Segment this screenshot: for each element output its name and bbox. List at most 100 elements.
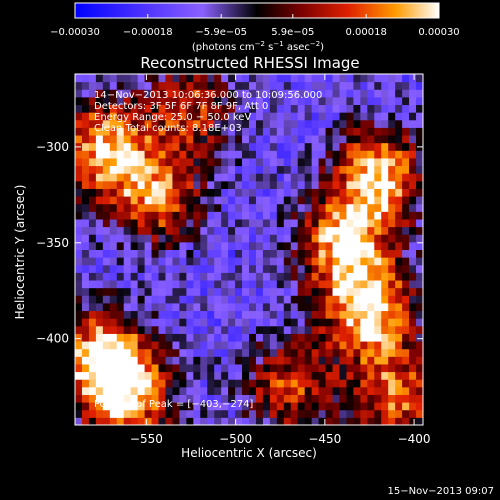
- heatmap-cell: [130, 142, 139, 151]
- heatmap-cell: [242, 74, 250, 83]
- heatmap-cell: [297, 226, 306, 235]
- heatmap-cell: [221, 112, 229, 121]
- heatmap-cell: [221, 363, 229, 373]
- heatmap-cell: [179, 81, 187, 90]
- heatmap-cell: [95, 135, 104, 144]
- heatmap-cell: [75, 74, 83, 83]
- heatmap-cell: [395, 287, 403, 296]
- heatmap-cell: [353, 394, 361, 403]
- heatmap-cell: [325, 318, 334, 327]
- heatmap-cell: [367, 180, 375, 189]
- heatmap-cell: [214, 127, 222, 136]
- heatmap-cell: [130, 104, 139, 113]
- heatmap-cell: [304, 96, 313, 106]
- heatmap-cell: [151, 96, 160, 106]
- heatmap-cell: [311, 417, 320, 425]
- heatmap-cell: [339, 203, 347, 212]
- heatmap-cell: [207, 310, 215, 319]
- heatmap-cell: [360, 249, 368, 258]
- heatmap-cell: [346, 371, 354, 380]
- heatmap-cell: [193, 386, 201, 395]
- heatmap-cell: [374, 402, 382, 411]
- heatmap-cell: [339, 127, 347, 136]
- heatmap-cell: [360, 173, 368, 182]
- heatmap-cell: [381, 348, 389, 357]
- heatmap-cell: [179, 348, 187, 357]
- heatmap-cell: [151, 371, 160, 380]
- heatmap-cell: [402, 234, 410, 243]
- heatmap-cell: [186, 280, 194, 289]
- heatmap-cell: [123, 218, 132, 228]
- heatmap-cell: [179, 341, 187, 350]
- heatmap-cell: [116, 341, 125, 350]
- heatmap-cell: [95, 318, 104, 327]
- heatmap-cell: [172, 89, 180, 98]
- heatmap-cell: [228, 341, 236, 350]
- heatmap-cell: [416, 333, 423, 342]
- heatmap-cell: [158, 142, 166, 151]
- heatmap-cell: [311, 157, 320, 167]
- heatmap-cell: [297, 257, 306, 266]
- heatmap-cell: [214, 341, 222, 350]
- heatmap-cell: [402, 211, 410, 220]
- heatmap-cell: [249, 203, 257, 212]
- heatmap-cell: [346, 173, 354, 182]
- heatmap-cell: [360, 127, 368, 136]
- heatmap-cell: [269, 234, 278, 243]
- heatmap-cell: [235, 157, 243, 167]
- heatmap-cell: [276, 218, 285, 228]
- heatmap-cell: [165, 310, 173, 319]
- heatmap-cell: [151, 310, 160, 319]
- heatmap-cell: [276, 348, 285, 357]
- heatmap-cell: [75, 272, 83, 281]
- heatmap-cell: [172, 104, 180, 113]
- heatmap-cell: [81, 341, 90, 350]
- heatmap-cell: [409, 363, 417, 373]
- heatmap-cell: [409, 241, 417, 250]
- heatmap-cell: [102, 394, 111, 403]
- heatmap-cell: [269, 386, 278, 395]
- heatmap-cell: [311, 226, 320, 235]
- heatmap-cell: [81, 188, 90, 197]
- heatmap-cell: [165, 356, 173, 365]
- heatmap-cell: [75, 295, 83, 304]
- heatmap-cell: [172, 310, 180, 319]
- heatmap-cell: [130, 371, 139, 380]
- heatmap-cell: [276, 74, 285, 83]
- heatmap-cell: [388, 142, 396, 151]
- heatmap-cell: [255, 218, 264, 228]
- heatmap-cell: [88, 173, 97, 182]
- heatmap-cell: [172, 402, 180, 411]
- heatmap-cell: [123, 280, 132, 289]
- heatmap-cell: [367, 264, 375, 273]
- heatmap-cell: [130, 386, 139, 395]
- heatmap-cell: [207, 157, 215, 167]
- heatmap-cell: [75, 333, 83, 342]
- heatmap-cell: [193, 165, 201, 174]
- heatmap-cell: [81, 402, 90, 411]
- heatmap-cell: [318, 356, 327, 365]
- heatmap-cell: [102, 272, 111, 281]
- heatmap-cell: [255, 234, 264, 243]
- heatmap-cell: [353, 363, 361, 373]
- heatmap-cell: [116, 363, 125, 373]
- heatmap-cell: [151, 295, 160, 304]
- heatmap-cell: [200, 287, 208, 296]
- heatmap-image: [75, 74, 423, 425]
- heatmap-cell: [75, 287, 83, 296]
- heatmap-cell: [283, 211, 292, 220]
- heatmap-cell: [311, 409, 320, 418]
- heatmap-cell: [95, 241, 104, 250]
- heatmap-cell: [416, 96, 423, 106]
- heatmap-cell: [102, 325, 111, 334]
- heatmap-cell: [269, 356, 278, 365]
- heatmap-cell: [325, 356, 334, 365]
- heatmap-cell: [249, 135, 257, 144]
- heatmap-cell: [249, 89, 257, 98]
- heatmap-cell: [318, 196, 327, 205]
- heatmap-cell: [262, 249, 271, 258]
- heatmap-cell: [207, 280, 215, 289]
- heatmap-cell: [75, 257, 83, 266]
- heatmap-cell: [242, 409, 250, 418]
- heatmap-cell: [325, 188, 334, 197]
